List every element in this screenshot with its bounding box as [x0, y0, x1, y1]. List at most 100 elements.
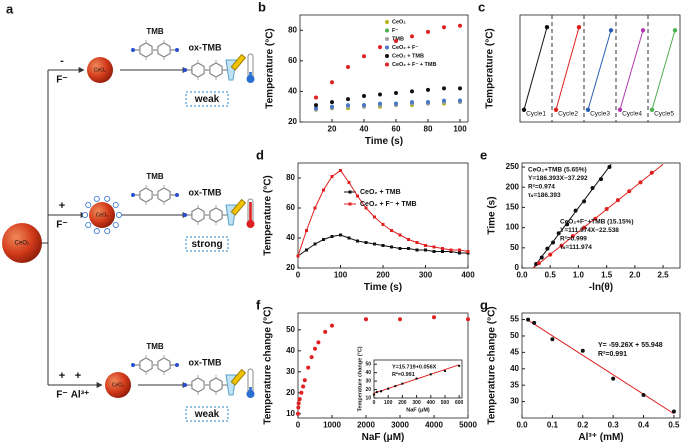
data-point: [302, 378, 307, 383]
data-point: [313, 206, 317, 210]
x-tick-label: 80: [424, 124, 433, 133]
data-point: [305, 248, 308, 252]
x-tick-label: 400: [427, 400, 436, 406]
x-axis-label: NaF (μM): [406, 407, 430, 413]
data-point: [442, 98, 446, 103]
data-point: [458, 248, 461, 252]
y-tick-label: 20: [365, 387, 371, 393]
data-point: [372, 393, 376, 396]
cycle-point: [544, 25, 550, 30]
data-point: [457, 364, 461, 368]
legend-marker: [385, 45, 389, 50]
cycle-point: [617, 107, 623, 112]
data-point: [615, 198, 620, 203]
cycle-point: [585, 107, 591, 112]
data-point: [548, 252, 553, 257]
annotation: CeO₂+F⁻+TMB (15.15%): [560, 219, 634, 226]
legend-marker: [348, 190, 352, 194]
annotation: R²=0.999: [560, 236, 587, 243]
annotation: R²=0.991: [598, 351, 627, 358]
substrate-label: TMB: [146, 342, 164, 351]
fluoride: [104, 195, 111, 202]
data-point: [565, 222, 570, 227]
sign: -: [60, 55, 64, 67]
data-point: [649, 170, 654, 175]
legend-label: CeO₂ + F⁻ + TMB: [360, 201, 417, 208]
x-tick-label: 600: [455, 400, 464, 406]
data-point: [593, 216, 598, 221]
y-tick-label: 80: [288, 25, 297, 34]
data-point: [378, 92, 382, 97]
data-point: [330, 235, 334, 238]
data-point: [330, 323, 334, 328]
y-tick-label: 40: [365, 370, 371, 376]
x-tick-label: 0.1: [547, 420, 559, 429]
result-box: [185, 91, 229, 107]
data-point: [364, 241, 368, 244]
ceo2-particle: [2, 223, 42, 263]
x-tick-label: 40: [360, 124, 369, 133]
x-tick-label: 0: [296, 270, 301, 279]
data-point: [299, 390, 304, 395]
x-tick-label: 20: [328, 124, 337, 133]
data-point: [432, 245, 436, 249]
x-tick-label: 2.5: [658, 270, 670, 279]
data-point: [415, 377, 418, 380]
legend-label: CeO₂: [392, 19, 406, 25]
panel-letter: g: [480, 297, 488, 312]
annotation: R²=0.991: [392, 371, 415, 378]
x-axis-label: NaF (μM): [362, 432, 405, 443]
data-point: [356, 239, 359, 243]
nitrogen: [131, 48, 135, 52]
sign: +: [75, 370, 81, 382]
thermometer-level: [249, 387, 252, 393]
fluoride: [85, 202, 92, 209]
data-point: [407, 247, 410, 250]
data-point: [426, 100, 430, 105]
data-point: [545, 246, 550, 251]
data-point: [296, 405, 301, 410]
y-tick-label: 35: [510, 380, 519, 389]
fluoride: [116, 211, 123, 218]
x-tick-label: 500: [441, 400, 450, 406]
data-point: [429, 373, 432, 376]
x-tick-label: 1.0: [573, 270, 585, 279]
y-tick-label: 50: [365, 362, 371, 368]
x-axis-label: Time (s): [364, 282, 402, 293]
data-point: [346, 97, 350, 102]
fluoride: [93, 228, 100, 235]
data-point: [590, 186, 595, 191]
cycle-label: Cycle4: [622, 111, 642, 118]
data-point: [339, 169, 342, 172]
data-point: [305, 229, 308, 232]
data-point: [323, 329, 328, 334]
legend-marker: [385, 62, 389, 67]
data-point: [373, 242, 376, 246]
data-point: [526, 317, 531, 322]
molecule: [183, 60, 231, 80]
y-tick-label: 10: [286, 409, 295, 418]
data-point: [296, 401, 301, 406]
legend-marker: [385, 37, 389, 41]
laser: [230, 198, 247, 216]
data-point: [424, 244, 427, 247]
x-tick-label: 0.4: [638, 420, 650, 429]
y-tick-label: 200: [506, 182, 520, 191]
y-tick-label: 60: [288, 56, 297, 65]
data-point: [390, 229, 393, 232]
ceo2-particle: [87, 57, 113, 83]
particle-label: CeO₂: [94, 67, 106, 73]
x-axis-label: -ln(θ): [589, 282, 613, 293]
cycle-point: [672, 28, 678, 33]
data-point: [539, 255, 544, 260]
cycle-line: [587, 30, 612, 110]
data-point: [313, 242, 317, 246]
result-label: strong: [191, 239, 222, 250]
sign: +: [59, 200, 65, 212]
data-point: [441, 250, 444, 253]
data-point: [398, 233, 402, 237]
nitrogen: [183, 383, 187, 387]
y-tick-label: 20: [288, 117, 297, 126]
ring: [191, 207, 205, 223]
y-tick-label: 100: [506, 223, 520, 232]
